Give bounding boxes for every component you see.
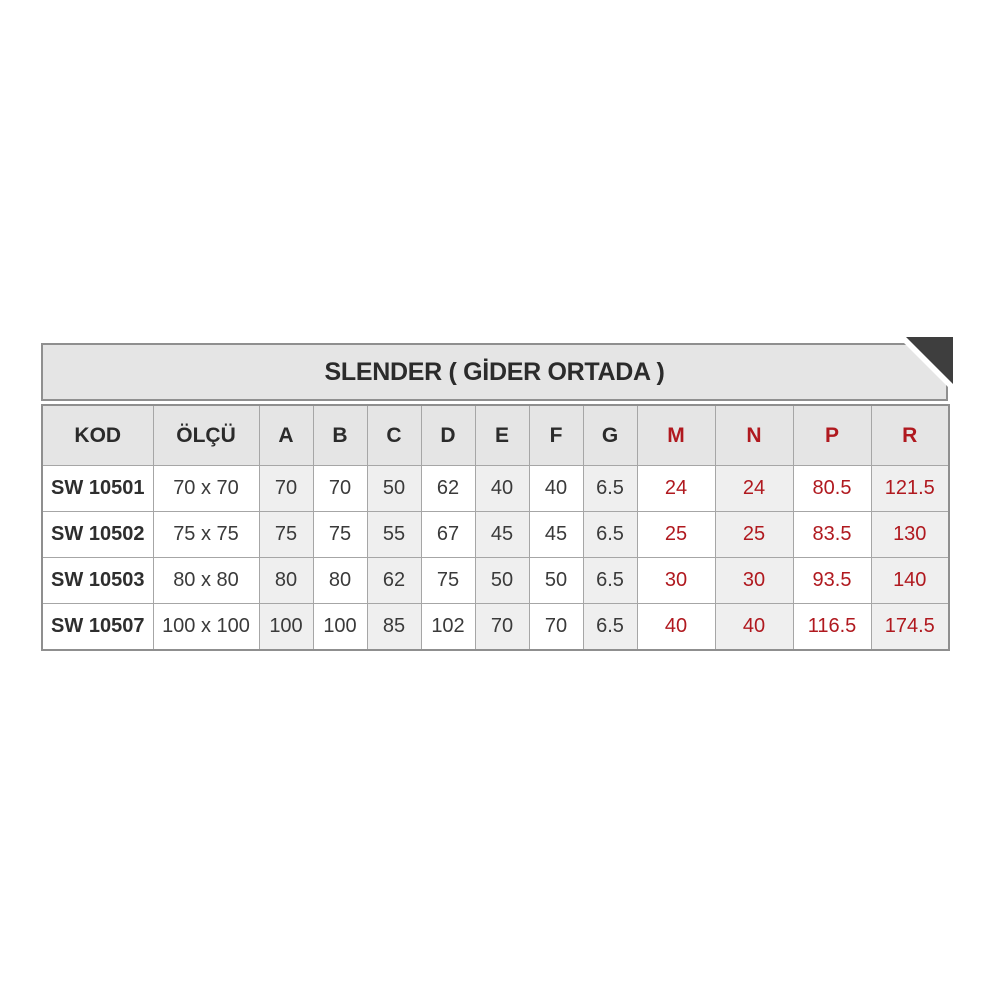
table-cell: 6.5 xyxy=(582,603,638,651)
table-cell: 75 xyxy=(420,557,476,604)
page-title: SLENDER ( GİDER ORTADA ) xyxy=(324,357,665,386)
table-cell: 140 xyxy=(870,557,950,604)
table-cell: 24 xyxy=(714,465,794,512)
table-cell: 70 xyxy=(312,465,368,512)
column-header-e: E xyxy=(474,404,530,466)
table-cell: 45 xyxy=(528,511,584,558)
table-cell: 80 xyxy=(258,557,314,604)
table-cell: 100 xyxy=(258,603,314,651)
header-row: KOD ÖLÇÜ A B C D E F G M N P R xyxy=(41,404,950,466)
table-cell: 70 xyxy=(474,603,530,651)
table-cell: 55 xyxy=(366,511,422,558)
column-header-d: D xyxy=(420,404,476,466)
table-cell: 40 xyxy=(636,603,716,651)
table-cell: 100 xyxy=(312,603,368,651)
table-cell: 40 xyxy=(474,465,530,512)
table-cell: 85 xyxy=(366,603,422,651)
table-cell: 62 xyxy=(420,465,476,512)
table-cell: SW 10502 xyxy=(41,511,154,558)
table-row: SW 10507 100 x 100 100 100 85 102 70 70 6.5 40 40 1… xyxy=(41,603,950,651)
table-cell: 174.5 xyxy=(870,603,950,651)
table-cell: 24 xyxy=(636,465,716,512)
table-cell: 30 xyxy=(714,557,794,604)
table-cell: 67 xyxy=(420,511,476,558)
table-cell: 116.5 xyxy=(792,603,872,651)
table-cell: 80 xyxy=(312,557,368,604)
column-header-m: M xyxy=(636,404,716,466)
column-header-b: B xyxy=(312,404,368,466)
table-cell: 50 xyxy=(528,557,584,604)
table-cell: 130 xyxy=(870,511,950,558)
table-cell: 40 xyxy=(528,465,584,512)
table-cell: 75 x 75 xyxy=(152,511,260,558)
table-cell: 50 xyxy=(366,465,422,512)
table-cell: 70 xyxy=(258,465,314,512)
table-cell: 121.5 xyxy=(870,465,950,512)
table-cell: SW 10501 xyxy=(41,465,154,512)
table-title-bar: SLENDER ( GİDER ORTADA ) xyxy=(41,343,948,401)
table-cell: SW 10503 xyxy=(41,557,154,604)
column-header-ölçü: ÖLÇÜ xyxy=(152,404,260,466)
table-cell: 6.5 xyxy=(582,511,638,558)
column-header-a: A xyxy=(258,404,314,466)
column-header-g: G xyxy=(582,404,638,466)
table-cell: 25 xyxy=(636,511,716,558)
table-cell: 75 xyxy=(312,511,368,558)
column-header-c: C xyxy=(366,404,422,466)
table-cell: SW 10507 xyxy=(41,603,154,651)
table-cell: 100 x 100 xyxy=(152,603,260,651)
table-cell: 80.5 xyxy=(792,465,872,512)
table-row: SW 10501 70 x 70 70 70 50 62 40 40 6.5 24 24 80.5 12… xyxy=(41,465,950,512)
table-cell: 80 x 80 xyxy=(152,557,260,604)
spec-table: KOD ÖLÇÜ A B C D E F G M N P R SW 10501 70 x 70 70 70 50… xyxy=(41,404,950,651)
table-row: SW 10502 75 x 75 75 75 55 67 45 45 6.5 25 25 83.5 13… xyxy=(41,511,950,558)
table-cell: 93.5 xyxy=(792,557,872,604)
table-cell: 70 x 70 xyxy=(152,465,260,512)
table-header: KOD ÖLÇÜ A B C D E F G M N P R xyxy=(41,404,950,466)
table-cell: 102 xyxy=(420,603,476,651)
table-cell: 83.5 xyxy=(792,511,872,558)
table-cell: 40 xyxy=(714,603,794,651)
table-cell: 30 xyxy=(636,557,716,604)
table-row: SW 10503 80 x 80 80 80 62 75 50 50 6.5 30 30 93.5 14… xyxy=(41,557,950,604)
column-header-kod: KOD xyxy=(41,404,154,466)
column-header-n: N xyxy=(714,404,794,466)
table-cell: 50 xyxy=(474,557,530,604)
table-cell: 6.5 xyxy=(582,557,638,604)
table-cell: 70 xyxy=(528,603,584,651)
table-cell: 6.5 xyxy=(582,465,638,512)
spec-panel: SLENDER ( GİDER ORTADA ) KOD ÖLÇÜ A B C D E F G M… xyxy=(41,337,953,651)
table-cell: 62 xyxy=(366,557,422,604)
table-cell: 45 xyxy=(474,511,530,558)
table-cell: 75 xyxy=(258,511,314,558)
column-header-r: R xyxy=(870,404,950,466)
column-header-p: P xyxy=(792,404,872,466)
table-body: SW 10501 70 x 70 70 70 50 62 40 40 6.5 24 24 80.5 12… xyxy=(41,465,950,651)
column-header-f: F xyxy=(528,404,584,466)
table-cell: 25 xyxy=(714,511,794,558)
